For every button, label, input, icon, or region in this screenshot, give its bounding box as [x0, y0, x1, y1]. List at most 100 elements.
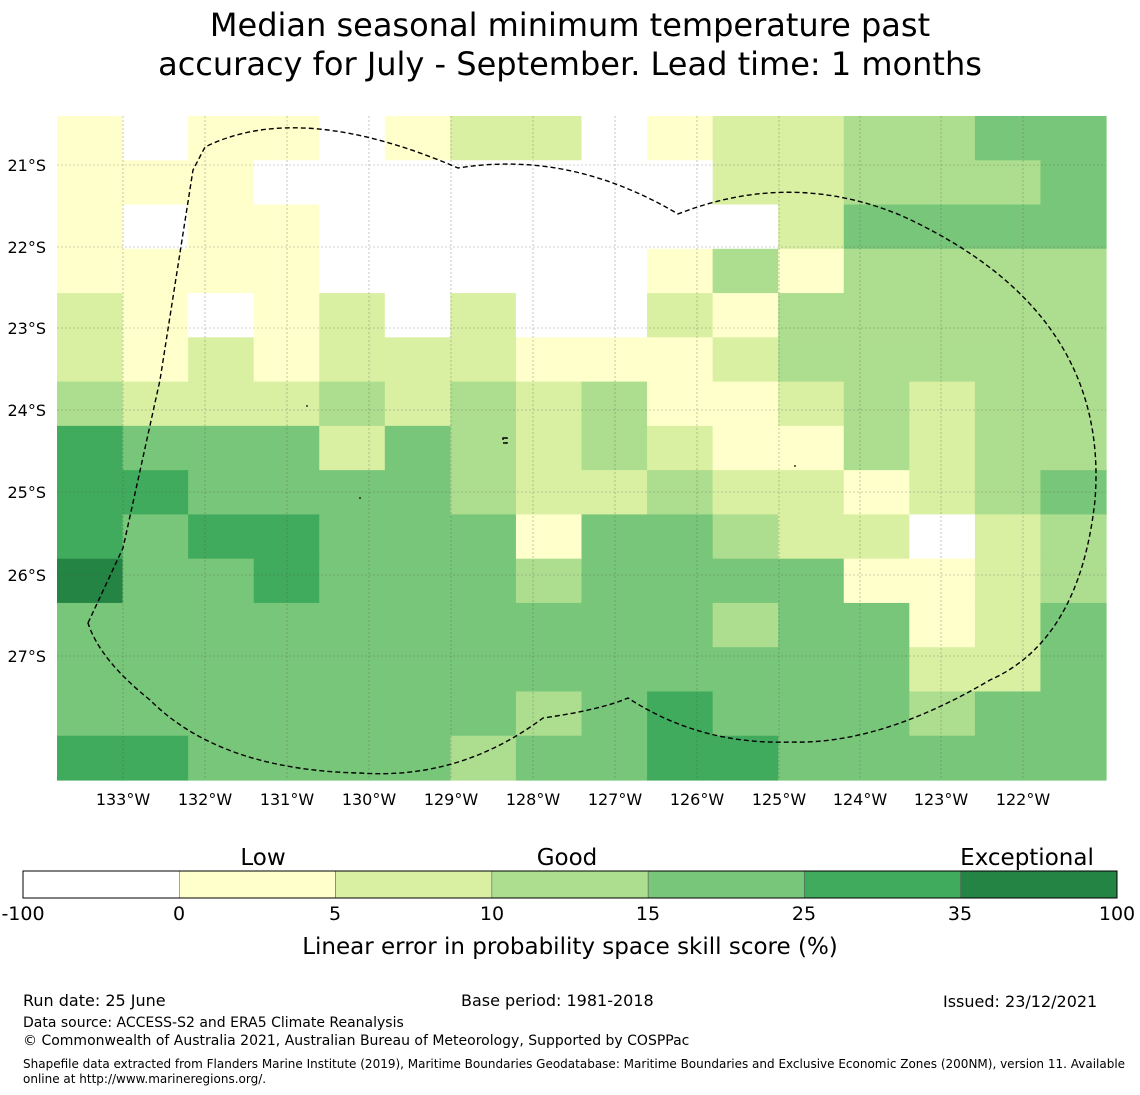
- grid-cell: [909, 602, 976, 648]
- grid-cell: [778, 602, 845, 648]
- grid-cell: [384, 381, 451, 427]
- lon-label: 131°W: [260, 790, 315, 809]
- grid-cell: [974, 160, 1042, 206]
- grid-cell: [122, 558, 189, 604]
- grid-cell: [712, 425, 779, 471]
- colorbar-swatch: [22, 870, 180, 899]
- grid-cell: [319, 116, 386, 161]
- grid-cell: [57, 248, 124, 294]
- grid-cell: [712, 735, 779, 781]
- grid-cell: [450, 558, 517, 604]
- grid-cell: [188, 691, 255, 737]
- grid-cell: [515, 647, 583, 693]
- grid-cell: [647, 116, 714, 161]
- grid-cell: [384, 248, 451, 294]
- grid-cell: [778, 381, 845, 427]
- grid-cell: [57, 558, 124, 604]
- grid-cell: [450, 647, 517, 693]
- grid-cell: [712, 116, 779, 161]
- grid-cell: [319, 691, 386, 737]
- grid-cell: [319, 558, 386, 604]
- lon-label: 132°W: [178, 790, 233, 809]
- grid-cell: [647, 204, 714, 250]
- grid-cell: [450, 381, 517, 427]
- grid-cell: [122, 470, 189, 515]
- grid-cell: [974, 514, 1042, 560]
- grid-cell: [712, 160, 779, 206]
- grid-cell: [515, 381, 583, 427]
- grid-cell: [188, 248, 255, 294]
- colorbar-swatches: [22, 870, 1118, 899]
- grid-cell: [909, 514, 976, 560]
- lon-label: 128°W: [506, 790, 561, 809]
- grid-cell: [319, 204, 386, 250]
- grid-cell: [1040, 337, 1107, 383]
- grid-cell: [843, 691, 910, 737]
- grid-cell: [647, 558, 714, 604]
- grid-cell: [450, 204, 517, 250]
- grid-cell: [122, 602, 189, 648]
- map-figure: 133°W 132°W 131°W 130°W 129°W 128°W 127°…: [1, 116, 1135, 960]
- colorbar-swatch: [491, 870, 649, 899]
- grid-cell: [712, 514, 779, 560]
- grid-cell: [1040, 735, 1107, 781]
- grid-cell: [319, 160, 386, 206]
- grid-cell: [57, 425, 124, 471]
- grid-cell: [188, 647, 255, 693]
- grid-cell: [1040, 514, 1107, 560]
- grid-cell: [843, 204, 910, 250]
- grid-cell: [57, 470, 124, 515]
- grid-cell: [581, 647, 648, 693]
- grid-cell: [319, 381, 386, 427]
- longitude-labels: 133°W 132°W 131°W 130°W 129°W 128°W 127°…: [96, 790, 1051, 809]
- grid-cell: [712, 647, 779, 693]
- grid-cell: [1040, 381, 1107, 427]
- grid-cell: [188, 381, 255, 427]
- grid-cell: [515, 735, 583, 781]
- grid-cell: [974, 381, 1042, 427]
- grid-cell: [581, 735, 648, 781]
- grid-cell: [122, 735, 189, 781]
- grid-cell: [909, 558, 976, 604]
- grid-cell: [843, 293, 910, 338]
- grid-cell: [57, 602, 124, 648]
- data-source: Data source: ACCESS-S2 and ERA5 Climate …: [23, 1015, 404, 1031]
- colorbar-tick: 15: [636, 903, 660, 925]
- grid-cell: [450, 602, 517, 648]
- grid-cell: [581, 248, 648, 294]
- legend-category-good: Good: [537, 845, 598, 871]
- grid-cell: [57, 116, 124, 161]
- grid-cell: [974, 204, 1042, 250]
- colorbar: Low Good Exceptional -100 0 5 10 15 25 3…: [1, 845, 1135, 960]
- lat-label: 24°S: [7, 401, 46, 420]
- grid-cell: [1040, 425, 1107, 471]
- grid-cell: [122, 248, 189, 294]
- grid-cell: [974, 293, 1042, 338]
- grid-cell: [778, 425, 845, 471]
- grid-cell: [122, 425, 189, 471]
- grid-cell: [581, 602, 648, 648]
- grid-cell: [515, 116, 583, 161]
- grid-cell: [909, 204, 976, 250]
- grid-cell: [450, 160, 517, 206]
- grid-cell: [188, 160, 255, 206]
- grid-cell: [319, 602, 386, 648]
- grid-cell: [188, 558, 255, 604]
- grid-cell: [188, 514, 255, 560]
- grid-cell: [515, 514, 583, 560]
- grid-cell: [319, 293, 386, 338]
- grid-cell: [647, 248, 714, 294]
- grid-cell: [778, 514, 845, 560]
- grid-cell: [57, 381, 124, 427]
- lat-label: 23°S: [7, 319, 46, 338]
- grid-cell: [122, 337, 189, 383]
- grid-cell: [253, 160, 320, 206]
- grid-cell: [1040, 691, 1107, 737]
- grid-cell: [1040, 558, 1107, 604]
- grid-cell: [450, 425, 517, 471]
- lat-label: 26°S: [7, 566, 46, 585]
- grid-cell: [778, 647, 845, 693]
- grid-cell: [319, 248, 386, 294]
- grid-cell: [647, 470, 714, 515]
- colorbar-axis-label: Linear error in probability space skill …: [302, 934, 838, 960]
